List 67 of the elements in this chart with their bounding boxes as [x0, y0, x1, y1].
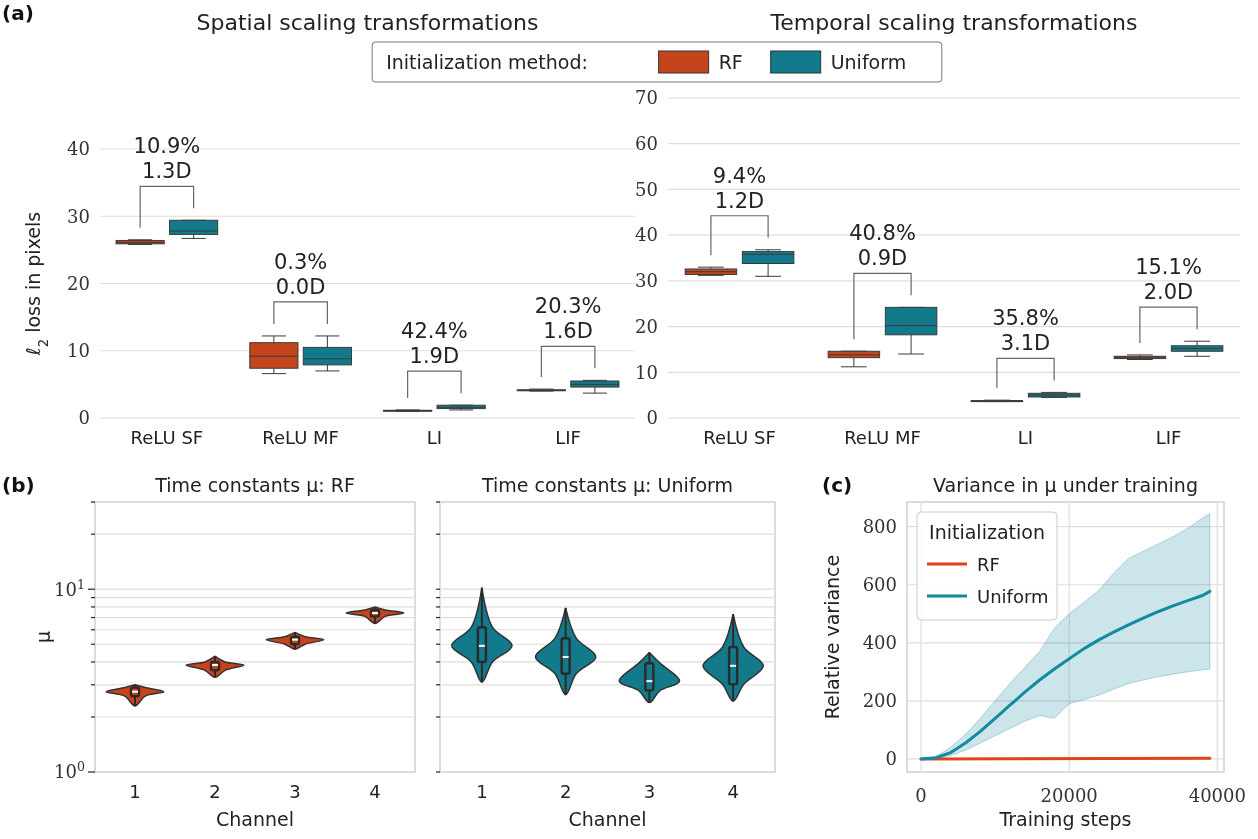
x-axis-title: Channel	[215, 808, 295, 830]
x-tick-label: 1	[476, 781, 488, 802]
annotation: 10.9% 1.3D	[133, 134, 201, 184]
y-tick-label: 400	[862, 632, 897, 654]
x-tick-label: ReLU SF	[703, 427, 776, 448]
text: (a)	[2, 1, 34, 25]
annotation: 0.3% 0.0D	[273, 249, 328, 299]
y-axis-title: Relative variance	[821, 554, 843, 720]
y-tick-label: 40	[67, 138, 90, 160]
text: (c)	[822, 473, 853, 497]
y-tick-label: 30	[635, 270, 658, 292]
y-tick-label: 0	[78, 407, 90, 429]
y-tick-label: 10$^{1}$	[54, 576, 85, 600]
x-tick-label: 4	[369, 781, 381, 802]
x-axis-title: Channel	[568, 808, 647, 830]
x-tick-label: ReLU MF	[262, 427, 339, 448]
legend-title: Initialization	[929, 521, 1045, 543]
annotation: 40.8% 0.9D	[849, 221, 916, 271]
legend-label: Uniform	[977, 586, 1049, 607]
x-axis-title: Training steps	[998, 808, 1132, 830]
y-tick-label: 20	[635, 315, 658, 337]
y-tick-label: 200	[862, 690, 897, 712]
x-tick-label: LIF	[1155, 427, 1182, 448]
x-tick-label: 20000	[1040, 785, 1098, 806]
x-tick-label: LI	[1017, 427, 1034, 448]
y-tick-label: 30	[67, 205, 90, 227]
line-series	[919, 589, 1212, 761]
chart-title: Spatial scaling transformations	[196, 10, 539, 35]
y-tick-label: 60	[635, 133, 658, 155]
x-tick-label: 2	[209, 781, 221, 802]
y-tick-label: 10	[635, 361, 658, 383]
x-tick-label: 2	[559, 781, 572, 802]
x-tick-label: LI	[426, 427, 443, 448]
x-tick-label: 4	[727, 781, 739, 802]
annotation: 20.3% 1.6D	[534, 294, 602, 344]
chart-title: Time constants μ: Uniform	[480, 474, 734, 496]
x-tick-label: 40000	[1188, 785, 1246, 806]
x-tick-label: 1	[129, 781, 141, 802]
y-tick-label: 50	[635, 178, 658, 200]
legend-label: RF	[977, 554, 1000, 575]
y-tick-label: 600	[862, 574, 897, 596]
legend-title: Initialization method:	[386, 51, 588, 73]
chart-title: Time constants μ: RF	[154, 474, 355, 496]
text: (b)	[2, 473, 35, 497]
y-tick-label: 40	[635, 224, 658, 246]
y-axis-title: μ	[32, 630, 54, 644]
y-tick-label: 800	[862, 515, 897, 537]
annotation: 42.4% 1.9D	[401, 319, 468, 369]
y-tick-label: 0	[885, 748, 897, 770]
annotation: 15.1% 2.0D	[1135, 255, 1202, 305]
annotation: 9.4% 1.2D	[712, 163, 767, 213]
y-tick-label: 10$^{0}$	[54, 758, 85, 783]
chart-title: Variance in μ under training	[933, 474, 1198, 496]
legend-label: RF	[718, 51, 743, 73]
x-tick-label: 0	[915, 785, 927, 806]
y-tick-label: 10	[67, 340, 90, 362]
y-tick-label: 0	[646, 407, 658, 429]
legend-label: Uniform	[830, 51, 907, 73]
y-tick-label: 70	[635, 87, 658, 109]
x-tick-label: 3	[643, 781, 656, 802]
chart-title: Temporal scaling transformations	[769, 10, 1138, 35]
x-tick-label: ReLU SF	[130, 427, 204, 448]
x-tick-label: LIF	[555, 427, 581, 448]
x-tick-label: 3	[289, 781, 301, 802]
y-tick-label: 20	[67, 272, 90, 294]
x-tick-label: ReLU MF	[844, 427, 921, 448]
annotation: 35.8% 3.1D	[992, 306, 1059, 356]
